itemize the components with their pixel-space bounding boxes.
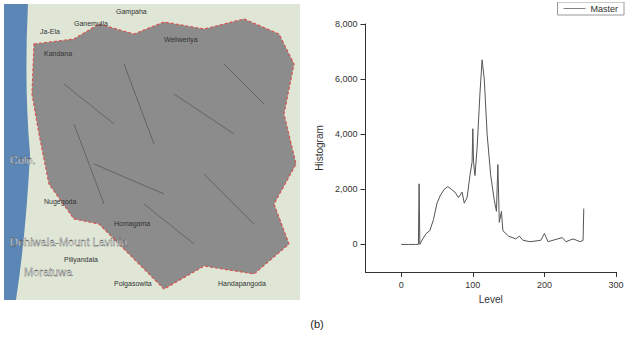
svg-text:Colo.: Colo.: [10, 154, 36, 166]
svg-text:Polgasowita: Polgasowita: [114, 280, 152, 288]
svg-text:Moratuwa: Moratuwa: [24, 266, 73, 278]
svg-text:6,000: 6,000: [335, 74, 358, 84]
svg-text:Level: Level: [479, 294, 503, 305]
svg-text:100: 100: [465, 280, 480, 290]
svg-text:Ja-Ela: Ja-Ela: [40, 28, 60, 35]
svg-text:Piliyandala: Piliyandala: [64, 256, 98, 264]
html-text:(b): (b): [310, 318, 324, 330]
svg-text:Kandana: Kandana: [44, 50, 72, 57]
svg-text:300: 300: [608, 280, 623, 290]
svg-text:Gampaha: Gampaha: [116, 8, 147, 16]
svg-text:0: 0: [399, 280, 404, 290]
svg-text:0: 0: [352, 239, 357, 249]
svg-text:Master: Master: [590, 4, 618, 14]
svg-text:Homagama: Homagama: [114, 220, 150, 228]
svg-text:8,000: 8,000: [335, 19, 358, 29]
svg-text:Dehiwala-Mount Lavinia: Dehiwala-Mount Lavinia: [10, 236, 128, 248]
svg-text:2,000: 2,000: [335, 184, 358, 194]
svg-text:Ganemulla: Ganemulla: [74, 20, 108, 27]
svg-text:4,000: 4,000: [335, 129, 358, 139]
svg-text:Handapangoda: Handapangoda: [218, 280, 266, 288]
svg-text:Weliweriya: Weliweriya: [164, 36, 198, 44]
svg-text:Histogram: Histogram: [314, 125, 325, 171]
svg-text:200: 200: [537, 280, 552, 290]
svg-text:Nugegoda: Nugegoda: [44, 198, 76, 206]
